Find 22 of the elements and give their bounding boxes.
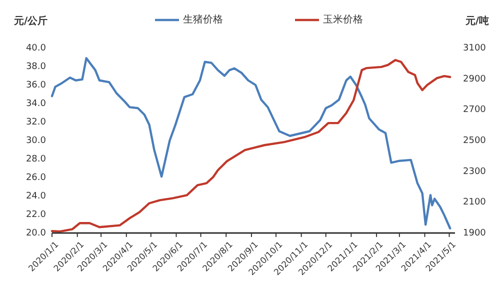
y-tick-label: 38.0 (26, 62, 46, 72)
legend-label: 玉米价格 (323, 14, 363, 26)
y-tick-label: 20.0 (26, 228, 46, 238)
y-tick-label: 28.0 (26, 154, 46, 164)
y2-tick-label: 2500 (463, 136, 486, 146)
y-axis-title: 元/公斤 (13, 15, 48, 27)
y-tick-label: 24.0 (26, 191, 46, 202)
y-tick-label: 36.0 (26, 80, 46, 90)
y2-tick-label: 2300 (463, 166, 486, 177)
y-tick-label: 26.0 (26, 172, 46, 183)
y-tick-label: 40.0 (26, 43, 46, 54)
y2-tick-label: 1900 (463, 228, 486, 238)
legend-label: 生猪价格 (183, 14, 223, 26)
y2-tick-label: 3100 (463, 43, 486, 54)
y2-tick-label: 2100 (463, 198, 486, 208)
y2-tick-label: 2700 (463, 105, 486, 116)
y-tick-label: 30.0 (26, 136, 46, 146)
y-tick-label: 22.0 (26, 210, 46, 220)
y-tick-label: 34.0 (26, 98, 46, 109)
y-tick-label: 32.0 (26, 117, 46, 128)
y2-axis-title: 元/吨 (464, 15, 489, 27)
y2-tick-label: 2900 (463, 74, 486, 84)
